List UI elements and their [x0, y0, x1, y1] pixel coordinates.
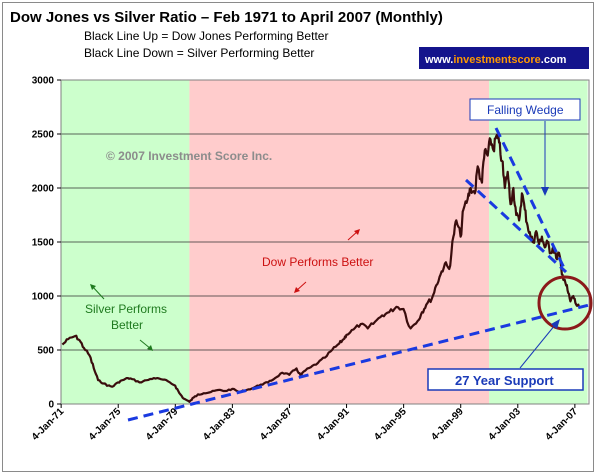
support-label: 27 Year Support	[455, 373, 554, 388]
x-tick-label: 4-Jan-95	[372, 406, 409, 443]
y-tick-label: 0	[48, 400, 54, 411]
falling-wedge-label: Falling Wedge	[487, 103, 564, 117]
wedge-lower-trendline	[464, 178, 568, 274]
y-tick-label: 3000	[32, 76, 55, 87]
x-tick-label: 4-Jan-71	[30, 406, 67, 443]
x-tick-label: 4-Jan-87	[258, 406, 295, 443]
silver-arrow-up	[91, 285, 105, 300]
site-badge-prefix: www.	[424, 54, 453, 66]
x-tick-label: 4-Jan-91	[315, 406, 352, 443]
support-pointer	[519, 324, 556, 369]
y-tick-label: 1500	[32, 238, 55, 249]
y-tick-label: 2500	[32, 130, 55, 141]
subtitle-line-2: Black Line Down = Silver Performing Bett…	[84, 46, 314, 60]
site-badge-suffix: .com	[541, 54, 567, 66]
support-pointer-head	[551, 319, 560, 329]
falling-wedge-box	[469, 98, 581, 121]
annotation-silver-line-1: Silver Performs	[85, 302, 167, 316]
x-tick-label: 4-Jan-03	[486, 406, 523, 443]
dow-arrow-up-head	[354, 229, 360, 235]
highlight-circle	[537, 275, 593, 331]
wedge-upper-trendline	[494, 127, 568, 273]
subtitle-line-1: Black Line Up = Dow Jones Performing Bet…	[84, 29, 328, 43]
annotation-dow: Dow Performs Better	[262, 255, 373, 269]
falling-wedge-pointer-head	[541, 187, 549, 196]
annotation-silver-line-2: Better	[111, 318, 143, 332]
silver-arrow-up-head	[90, 284, 96, 290]
dow-arrow-down-head	[294, 287, 300, 293]
site-badge-brand: investmentscore	[453, 54, 540, 66]
y-tick-label: 500	[37, 346, 54, 357]
chart-title: Dow Jones vs Silver Ratio – Feb 1971 to …	[10, 9, 443, 26]
site-badge-background	[419, 47, 589, 69]
series-line-dow-silver-ratio	[61, 133, 581, 403]
y-axis-ticks: 0 500 1000 1500 2000 2500 3000	[32, 76, 61, 411]
x-tick-label: 4-Jan-99	[429, 406, 466, 443]
site-badge-text: www.investmentscore.com	[424, 54, 567, 66]
y-tick-label: 1000	[32, 292, 55, 303]
y-tick-label: 2000	[32, 184, 55, 195]
copyright-watermark: © 2007 Investment Score Inc.	[106, 149, 272, 163]
x-tick-label: 4-Jan-07	[544, 406, 581, 443]
gridlines	[61, 133, 589, 351]
silver-arrow-down-head	[147, 345, 153, 351]
support-box	[427, 368, 584, 391]
x-axis-ticks: 4-Jan-71 4-Jan-75 4-Jan-79 4-Jan-83 4-Jan-87…	[30, 404, 581, 443]
x-tick-label: 4-Jan-75	[87, 406, 124, 443]
site-badge: www.investmentscore.com	[419, 47, 589, 69]
x-tick-label: 4-Jan-83	[201, 406, 238, 443]
